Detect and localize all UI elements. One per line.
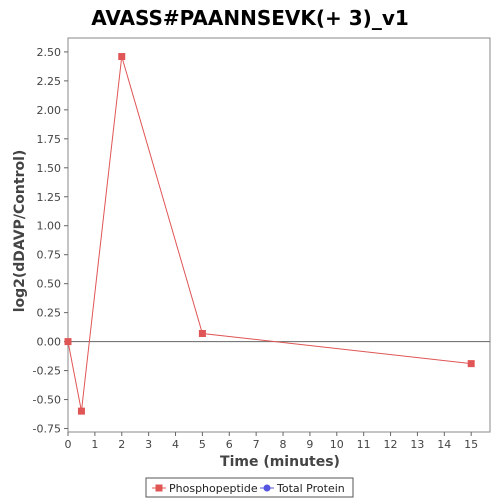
x-tick-label: 0: [65, 438, 72, 451]
y-tick-label: 2.00: [37, 104, 62, 117]
x-tick-label: 12: [384, 438, 398, 451]
y-tick-label: -0.25: [33, 365, 61, 378]
x-axis-label: Time (minutes): [220, 454, 340, 470]
x-tick-label: 4: [172, 438, 179, 451]
y-tick-label: 2.25: [37, 75, 62, 88]
y-axis-label: log2(dDAVP/Control): [12, 150, 28, 313]
data-point: [198, 330, 206, 337]
data-point: [64, 338, 72, 346]
legend-swatch-marker: [155, 484, 163, 492]
x-tick-label: 9: [306, 438, 313, 451]
y-tick-label: 0.25: [37, 307, 62, 320]
x-tick-label: 1: [91, 438, 98, 451]
y-axis: -0.75 -0.50 -0.25 0.00 0.25 0.50 0.75 1.00 1.25 1…: [33, 46, 68, 436]
legend-label: Phosphopeptide: [169, 482, 258, 495]
plot-background: [67, 37, 491, 433]
x-tick-label: 15: [464, 438, 478, 451]
legend-label: Total Protein: [276, 482, 345, 495]
chart-title: AVASS#PAANNSEVK(+ 3)_v1: [91, 6, 409, 30]
x-tick-label: 11: [357, 438, 371, 451]
x-tick-label: 7: [253, 438, 260, 451]
x-tick-label: 14: [437, 438, 451, 451]
series-layer: [64, 53, 475, 415]
x-tick-label: 8: [280, 438, 287, 451]
x-tick-label: 2: [118, 438, 125, 451]
legend-swatch-marker: [263, 484, 271, 492]
y-tick-label: -0.75: [33, 423, 61, 436]
y-tick-label: 1.00: [37, 220, 62, 233]
x-tick-label: 10: [330, 438, 344, 451]
y-tick-label: 0.50: [37, 278, 62, 291]
x-tick-label: 3: [145, 438, 152, 451]
data-point: [77, 407, 85, 415]
y-tick-label: 1.75: [37, 133, 62, 146]
x-tick-label: 6: [226, 438, 233, 451]
data-point: [118, 53, 126, 61]
y-tick-label: -0.50: [33, 394, 61, 407]
y-tick-label: 2.50: [37, 46, 62, 59]
legend-box: [145, 477, 354, 498]
x-tick-label: 13: [410, 438, 424, 451]
x-axis: 0 1 2 3 4 5 6 7 8 9 10 11 12 13 14 15: [65, 432, 478, 451]
y-tick-label: 0.75: [37, 249, 62, 262]
y-tick-label: 0.00: [37, 336, 62, 349]
legend: Phosphopeptide Total Protein: [145, 477, 354, 498]
y-tick-label: 1.50: [37, 162, 62, 175]
data-point: [467, 360, 475, 368]
x-tick-label: 5: [199, 438, 206, 451]
y-tick-label: 1.25: [37, 191, 62, 204]
plot-area: -0.75 -0.50 -0.25 0.00 0.25 0.50 0.75 1.00 1.25 1…: [33, 37, 491, 451]
